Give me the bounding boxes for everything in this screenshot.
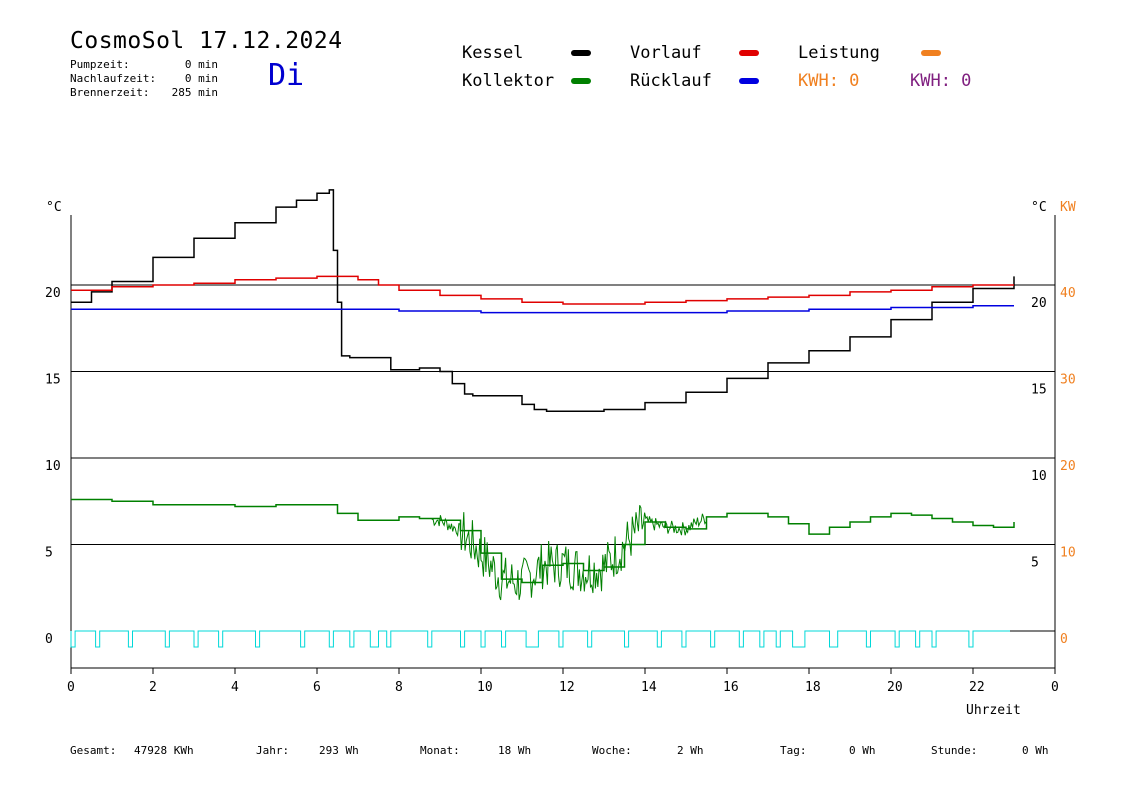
- y-right2-tick: 0: [1060, 632, 1068, 647]
- footer-woche-label: Woche:: [592, 744, 632, 757]
- legend-kollektor: Kollektor: [462, 71, 555, 91]
- nachlaufzeit-value: 0 min: [184, 72, 218, 85]
- x-tick-label: 18: [805, 680, 821, 695]
- legend-kessel-swatch: [571, 50, 591, 56]
- x-tick-label: 12: [559, 680, 575, 695]
- series-vorlauf: [71, 275, 1014, 305]
- x-axis-label: Uhrzeit: [966, 703, 1021, 718]
- weekday-label: Di: [268, 58, 305, 93]
- footer-stunde-label: Stunde:: [931, 744, 978, 757]
- pump-pulses: [70, 630, 1010, 648]
- y-left-tick: 15: [45, 373, 61, 388]
- footer-stunde-value: 0 Wh: [1022, 744, 1049, 757]
- x-tick-label: 4: [231, 680, 239, 695]
- footer-tag-label: Tag:: [780, 744, 807, 757]
- y-left-tick: 0: [45, 632, 53, 647]
- x-tick-label: 10: [477, 680, 493, 695]
- legend-ruecklauf-swatch: [739, 78, 759, 84]
- legend-vorlauf: Vorlauf: [630, 43, 702, 63]
- kwh-value-secondary: KWH: 0: [910, 71, 972, 91]
- y-right2-tick: 10: [1060, 546, 1076, 561]
- legend-kollektor-swatch: [571, 78, 591, 84]
- y-right-tick: 5: [1031, 556, 1039, 571]
- kollektor-noise-path: [431, 505, 707, 601]
- series-ruecklauf: [71, 305, 1014, 314]
- legend-leistung: Leistung: [798, 43, 880, 63]
- series-kessel: [71, 189, 1015, 413]
- y-right2-unit: KW: [1060, 200, 1076, 215]
- x-tick-label: 14: [641, 680, 657, 695]
- footer-monat-value: 18 Wh: [498, 744, 532, 757]
- x-tick-label: 16: [723, 680, 739, 695]
- legend-ruecklauf: Rücklauf: [630, 71, 712, 91]
- nachlaufzeit-label: Nachlaufzeit:: [70, 72, 157, 85]
- y-right2-tick: 20: [1060, 459, 1076, 474]
- footer-gesamt-value: 47928 KWh: [134, 744, 194, 757]
- footer-jahr-label: Jahr:: [256, 744, 290, 757]
- series-kollektor-noise: [431, 505, 707, 601]
- y-right-unit: °C: [1031, 200, 1047, 215]
- x-tick-label: 2: [149, 680, 157, 695]
- y-left-unit: °C: [46, 200, 62, 215]
- page-title: CosmoSol 17.12.2024: [70, 28, 343, 54]
- footer-gesamt-label: Gesamt:: [70, 744, 117, 757]
- footer-monat-label: Monat:: [420, 744, 460, 757]
- x-tick-label: 0: [1051, 680, 1059, 695]
- x-tick-label: 22: [969, 680, 985, 695]
- legend-vorlauf-swatch: [739, 50, 759, 56]
- footer-jahr-value: 293 Wh: [319, 744, 359, 757]
- y-right-tick: 10: [1031, 469, 1047, 484]
- y-right-tick: 15: [1031, 383, 1047, 398]
- series-kollektor: [71, 498, 1015, 584]
- footer-tag-value: 0 Wh: [849, 744, 876, 757]
- x-tick-label: 0: [67, 680, 75, 695]
- y-left-tick: 10: [45, 459, 61, 474]
- y-left-tick: 20: [45, 286, 61, 301]
- legend-kessel: Kessel: [462, 43, 524, 63]
- y-right-tick: 20: [1031, 296, 1047, 311]
- x-tick-label: 20: [887, 680, 903, 695]
- x-tick-label: 6: [313, 680, 321, 695]
- pumpzeit-value: 0 min: [184, 58, 218, 71]
- y-right2-tick: 40: [1060, 286, 1076, 301]
- y-right2-tick: 30: [1060, 373, 1076, 388]
- brennerzeit-label: Brennerzeit:: [70, 86, 150, 99]
- footer-woche-value: 2 Wh: [677, 744, 704, 757]
- legend-leistung-swatch: [921, 50, 941, 56]
- pumpzeit-label: Pumpzeit:: [70, 58, 130, 71]
- kwh-value-leistung: KWH: 0: [798, 71, 860, 91]
- y-left-tick: 5: [45, 546, 53, 561]
- x-tick-label: 8: [395, 680, 403, 695]
- brennerzeit-value: 285 min: [171, 86, 218, 99]
